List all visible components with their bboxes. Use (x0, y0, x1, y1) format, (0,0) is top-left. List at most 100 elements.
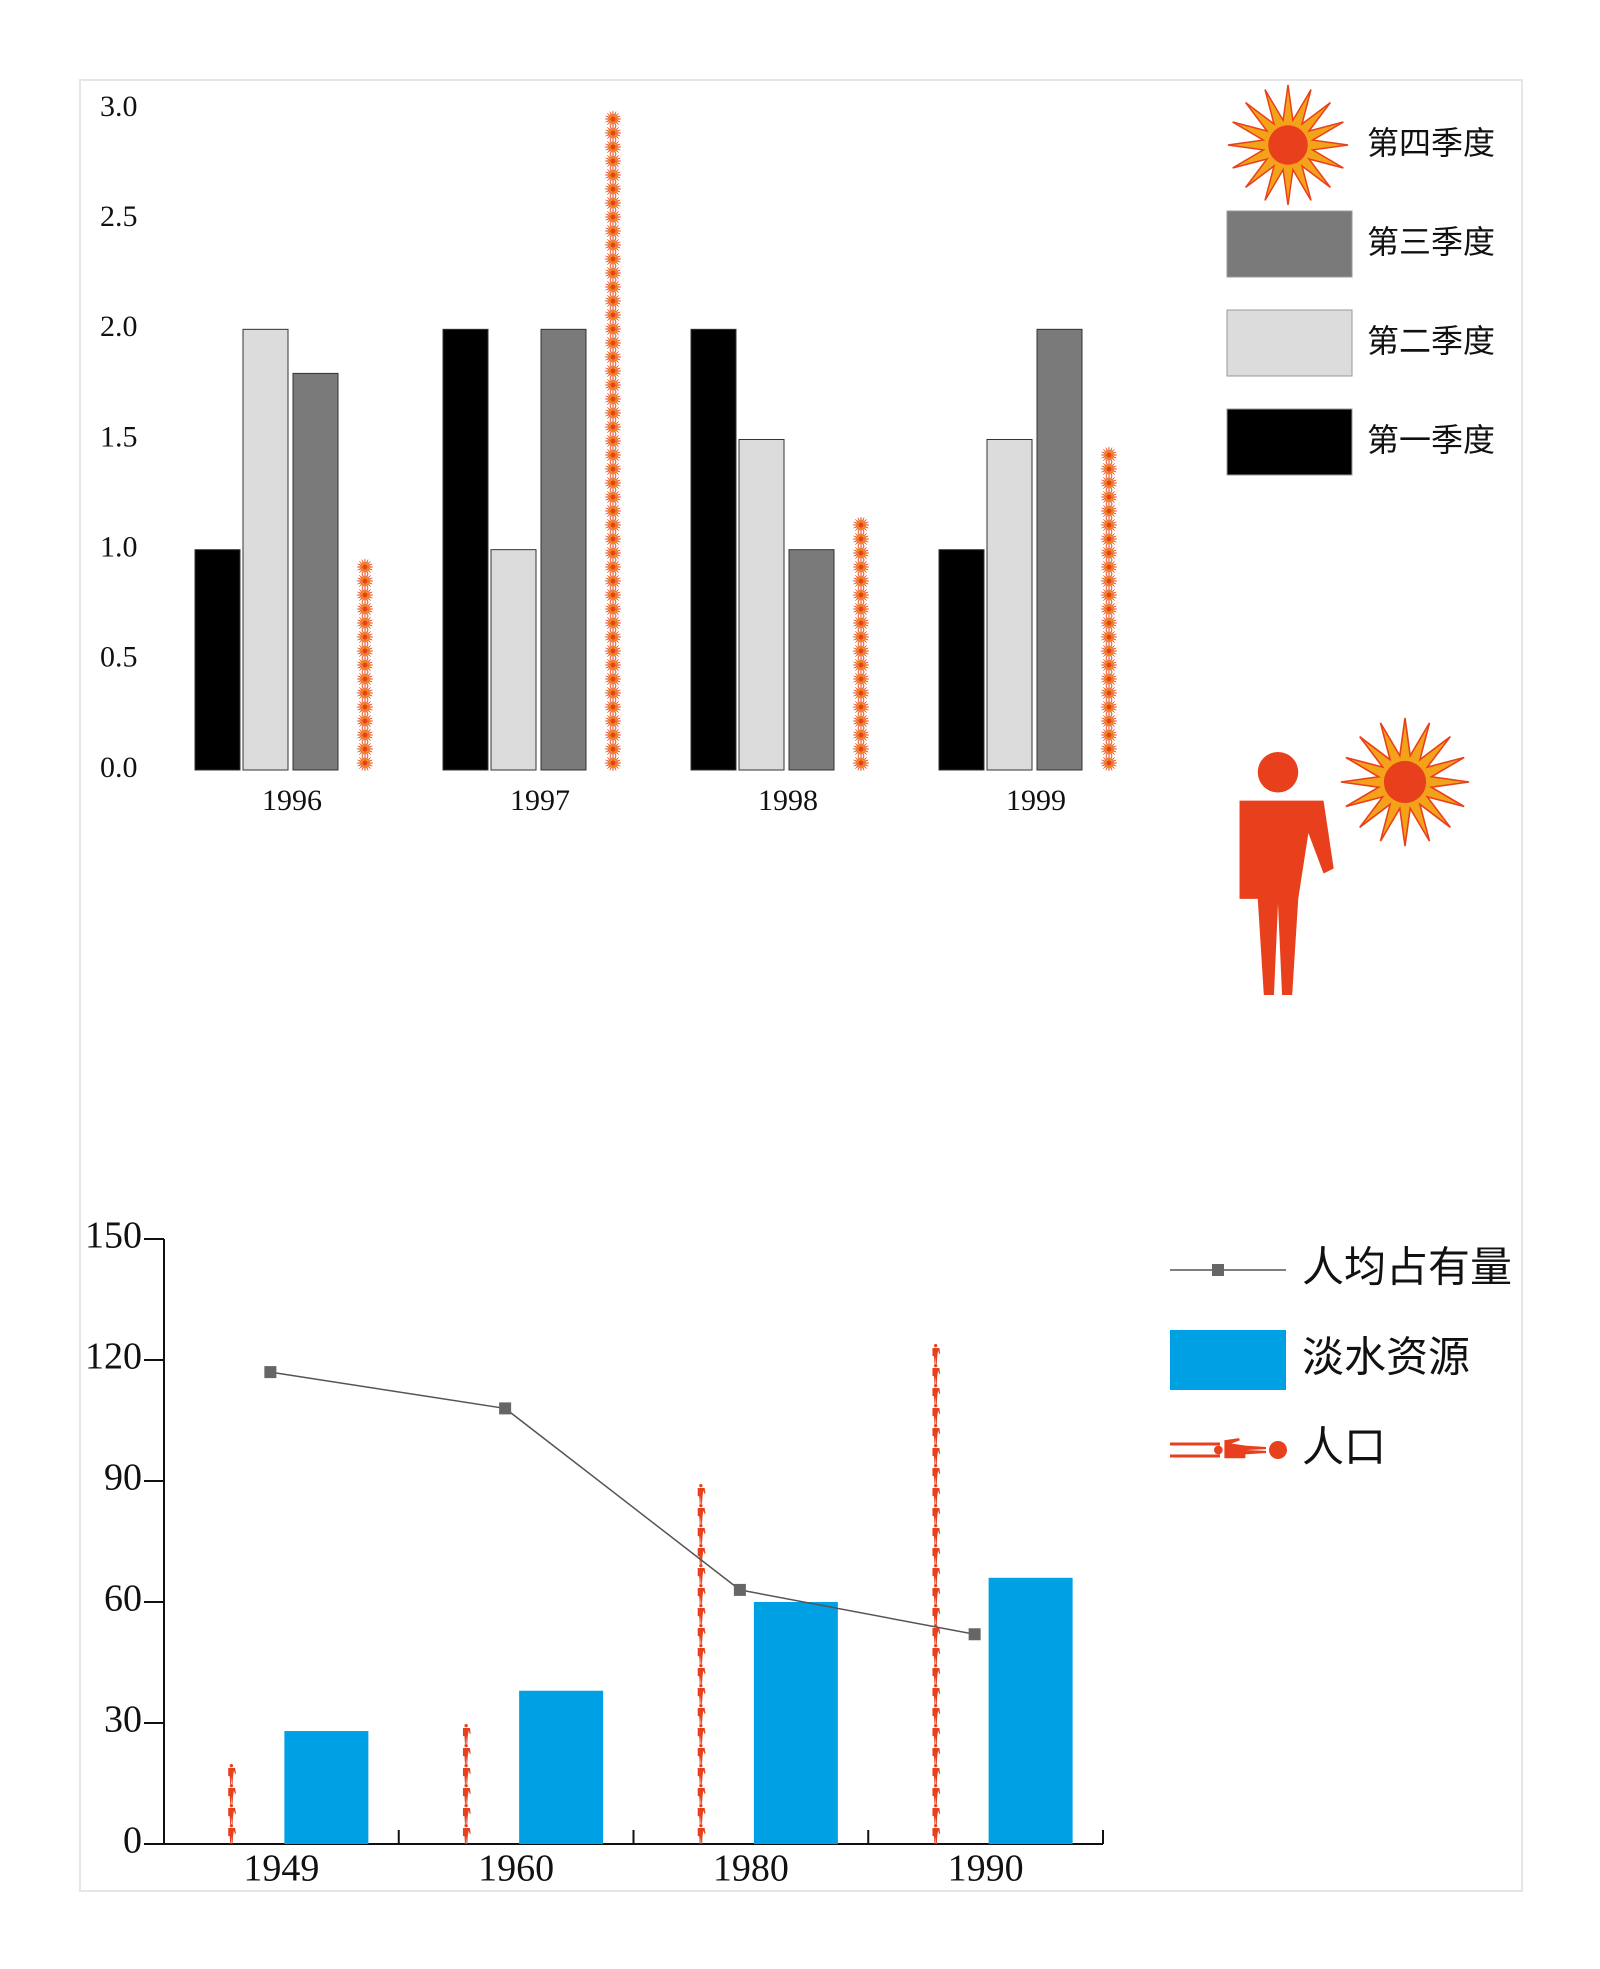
line-marker (499, 1402, 512, 1415)
sun-core (1106, 550, 1112, 556)
sun-core (610, 438, 616, 444)
person-icon (697, 1524, 706, 1544)
sun-core (610, 256, 616, 262)
bar (292, 372, 339, 771)
sun-icon (604, 418, 622, 436)
person-body (932, 1588, 941, 1604)
person-head (699, 1544, 703, 1548)
sun-icon (604, 572, 622, 590)
sun-icon (1100, 446, 1118, 464)
bar (753, 1602, 838, 1844)
person-body (932, 1608, 941, 1624)
person-body (932, 1628, 941, 1644)
person-body (932, 1468, 941, 1484)
person-head (933, 1384, 938, 1388)
sun-icon (604, 586, 622, 604)
sun-icon (604, 614, 622, 632)
sun-icon (604, 334, 622, 352)
sun-icon (852, 516, 870, 534)
person-column (932, 1344, 941, 1844)
person-body (697, 1488, 706, 1504)
person-body (697, 1628, 706, 1644)
sun-core (610, 214, 616, 220)
legend-swatch (1226, 408, 1353, 476)
y-tick-label: 0.0 (100, 751, 138, 784)
sun-column (356, 558, 374, 772)
y-tick-label: 60 (104, 1578, 142, 1620)
sun-icon (852, 530, 870, 548)
person-body (462, 1748, 471, 1764)
sun-icon (1100, 558, 1118, 576)
person-head (933, 1804, 938, 1808)
sun-core (610, 200, 616, 206)
sun-core (362, 592, 368, 598)
sun-core (610, 144, 616, 150)
sun-icon (356, 642, 374, 660)
sun-core (610, 298, 616, 304)
y-tick-label: 3.0 (100, 90, 138, 123)
sun-icon (1100, 684, 1118, 702)
sun-core (610, 522, 616, 528)
sun-core (610, 578, 616, 584)
sun-icon (604, 306, 622, 324)
sun-core (362, 564, 368, 570)
person-head (699, 1804, 703, 1808)
person-body (932, 1408, 941, 1424)
sun-icon (604, 124, 622, 142)
sun-icon (604, 642, 622, 660)
person-body (697, 1548, 706, 1564)
person-icon (697, 1564, 706, 1584)
sun-icon (1100, 544, 1118, 562)
person-icon (228, 1804, 236, 1824)
person-icon (932, 1684, 941, 1704)
sun-icon (356, 558, 374, 576)
person-head (933, 1664, 938, 1668)
person-head (699, 1744, 703, 1748)
sun-core (610, 410, 616, 416)
person-head (699, 1724, 703, 1728)
person-head (699, 1784, 703, 1788)
sun-icon (356, 698, 374, 716)
person-icon (932, 1364, 941, 1384)
y-tick-label: 1.5 (100, 420, 138, 453)
sun-core (610, 592, 616, 598)
person-body (228, 1768, 236, 1784)
x-tick-label: 1980 (713, 1848, 789, 1890)
legend-swatch (1226, 309, 1353, 377)
person-body (697, 1768, 706, 1784)
sun-core (362, 704, 368, 710)
sun-icon (852, 614, 870, 632)
sun-core (858, 718, 864, 724)
sun-icon (604, 502, 622, 520)
person-icon (697, 1684, 706, 1704)
sun-icon (604, 516, 622, 534)
sun-core (362, 676, 368, 682)
sun-core (362, 578, 368, 584)
sun-column (1100, 446, 1118, 772)
sun-icon (604, 152, 622, 170)
sun-icon (604, 726, 622, 744)
sun-core (362, 760, 368, 766)
sun-core (1106, 466, 1112, 472)
person-icon (462, 1764, 471, 1784)
sun-core (610, 508, 616, 514)
bar (988, 1577, 1073, 1844)
sun-icon (356, 712, 374, 730)
sun-icon (604, 320, 622, 338)
sun-core (858, 746, 864, 752)
x-tick-label: 1997 (510, 784, 570, 817)
person-icon (697, 1624, 706, 1644)
person-head (464, 1824, 468, 1828)
sun-core (610, 648, 616, 654)
person-body (697, 1528, 706, 1544)
sun-icon (1340, 717, 1470, 847)
x-tick-label: 1960 (478, 1848, 554, 1890)
sun-core (610, 564, 616, 570)
sun-icon (852, 712, 870, 730)
person-icon (932, 1424, 941, 1444)
person-icon (932, 1384, 941, 1404)
person-body (932, 1548, 941, 1564)
sun-core (610, 368, 616, 374)
person-icon (462, 1824, 471, 1844)
sun-core (610, 158, 616, 164)
